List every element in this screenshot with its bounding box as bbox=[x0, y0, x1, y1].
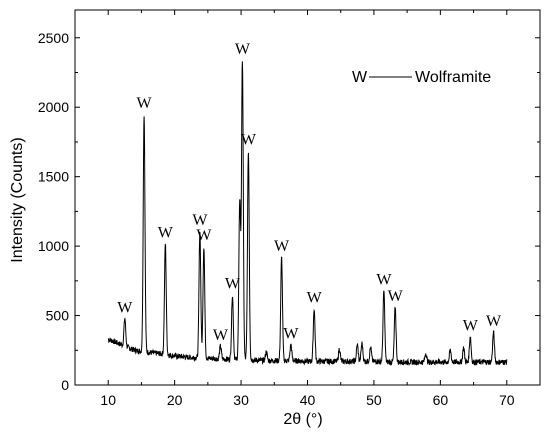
x-tick-label: 60 bbox=[433, 392, 449, 408]
legend-marker: W bbox=[352, 69, 368, 86]
x-tick-label: 30 bbox=[233, 392, 249, 408]
diffraction-trace bbox=[107, 61, 508, 367]
y-tick-label: 0 bbox=[61, 377, 69, 393]
peak-label: W bbox=[388, 288, 404, 305]
peak-label: W bbox=[241, 131, 257, 148]
peak-label: W bbox=[196, 227, 212, 244]
y-tick-label: 1500 bbox=[38, 169, 69, 185]
peak-label: W bbox=[192, 212, 208, 229]
y-tick-label: 500 bbox=[46, 308, 70, 324]
y-tick-label: 2000 bbox=[38, 99, 69, 115]
peak-label: W bbox=[158, 224, 174, 241]
peak-label: W bbox=[283, 326, 299, 343]
peak-label: W bbox=[486, 313, 502, 330]
x-tick-label: 50 bbox=[366, 392, 382, 408]
peak-label: W bbox=[117, 299, 133, 316]
peak-label: W bbox=[235, 41, 251, 58]
y-tick-label: 1000 bbox=[38, 238, 69, 254]
peak-label: W bbox=[463, 317, 479, 334]
legend: W Wolframite bbox=[352, 69, 491, 86]
y-axis-label: Intensity (Counts) bbox=[9, 137, 26, 262]
x-tick-label: 20 bbox=[167, 392, 183, 408]
peak-label: W bbox=[376, 272, 392, 289]
legend-label: Wolframite bbox=[415, 69, 491, 86]
y-tick-label: 2500 bbox=[38, 30, 69, 46]
axis-ticks: 10 20 30 40 50 60 70 0 500 1000 1500 2000 2500 bbox=[38, 10, 540, 408]
peak-label: W bbox=[225, 276, 241, 293]
x-axis-label: 2θ (°) bbox=[283, 411, 322, 428]
peak-label: W bbox=[307, 290, 323, 307]
xrd-line bbox=[107, 61, 508, 367]
peak-label: W bbox=[274, 238, 290, 255]
peak-label: W bbox=[137, 95, 153, 112]
x-tick-label: 40 bbox=[300, 392, 316, 408]
peak-label: W bbox=[213, 327, 229, 344]
x-tick-label: 10 bbox=[100, 392, 116, 408]
x-tick-label: 70 bbox=[499, 392, 515, 408]
